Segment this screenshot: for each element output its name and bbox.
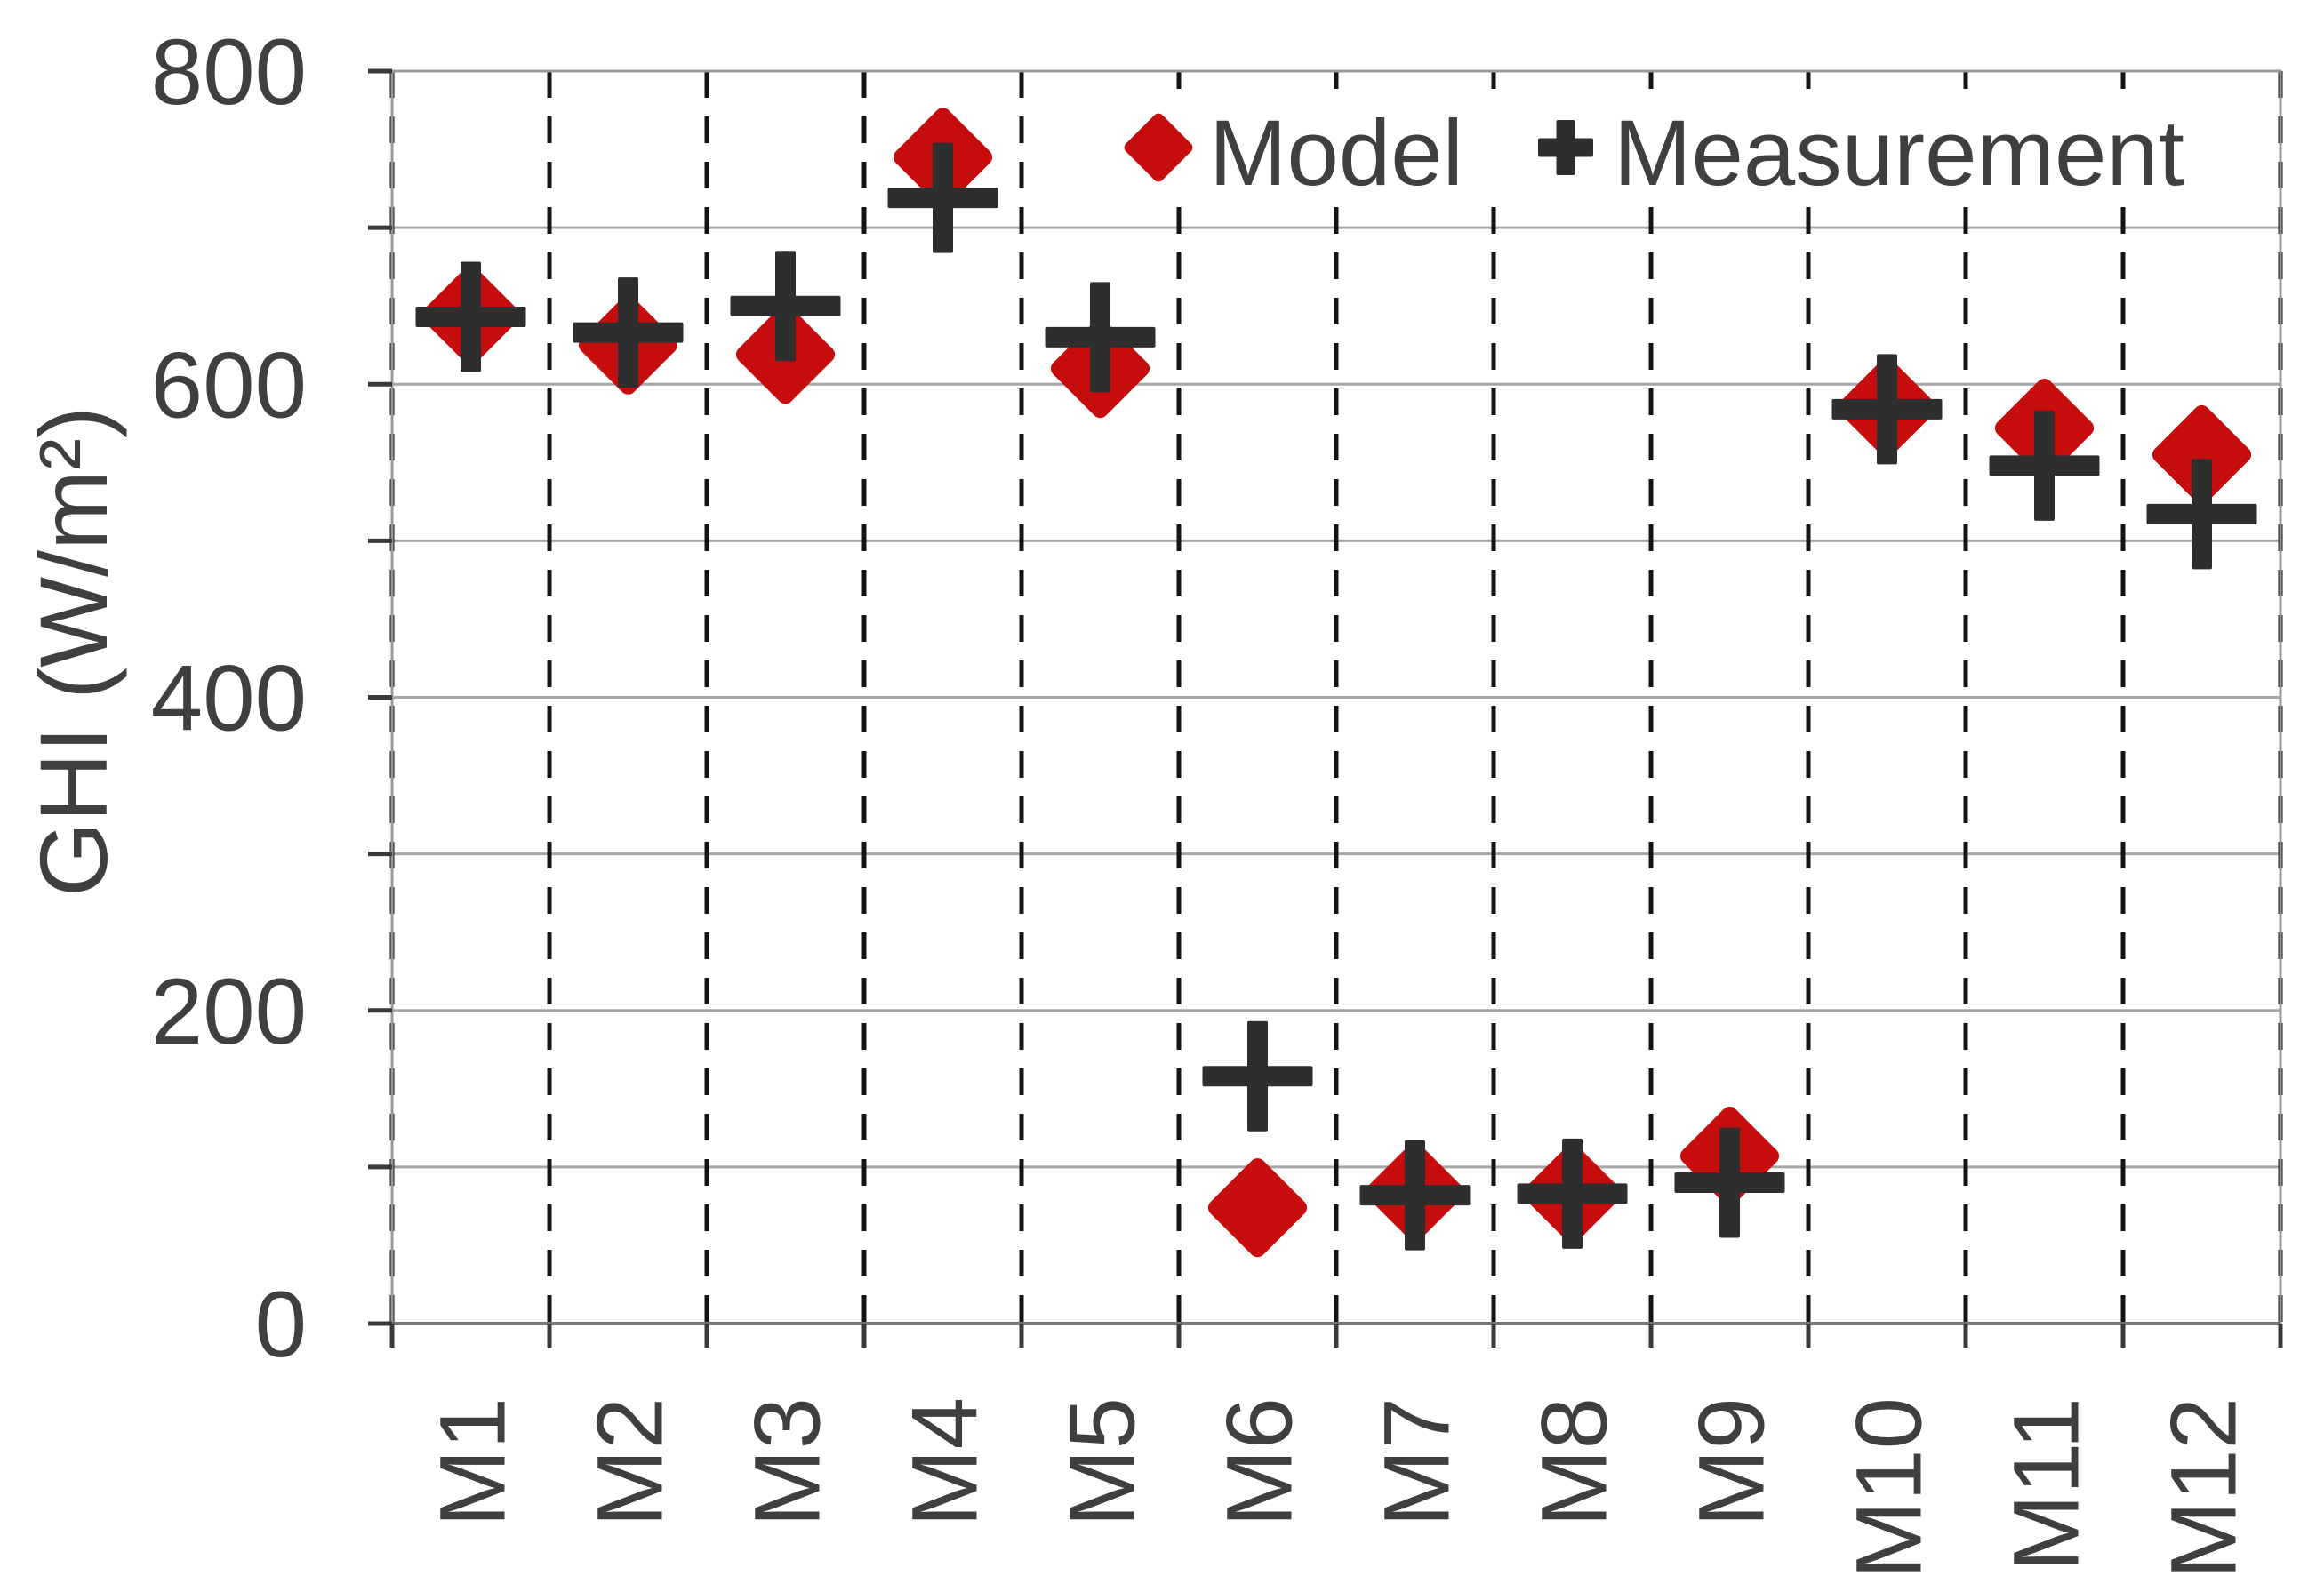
x-category-label: M4 <box>894 1397 998 1527</box>
model-marker-M12 <box>2152 404 2252 505</box>
x-category-label: M5 <box>1051 1397 1155 1527</box>
y-tick-label: 200 <box>151 960 307 1064</box>
measurement-marker-M3 <box>775 251 796 362</box>
x-category-label: M11 <box>1995 1397 2099 1572</box>
x-category-label: M12 <box>2152 1397 2256 1579</box>
y-tick-label: 0 <box>255 1273 307 1377</box>
legend-bg <box>1080 89 2205 206</box>
measurement-marker-M7 <box>1405 1140 1425 1251</box>
legend-model-label: Model <box>1209 101 1463 205</box>
measurement-marker-M2 <box>618 277 638 388</box>
x-category-label: M10 <box>1838 1397 1942 1579</box>
y-tick-label: 800 <box>151 20 307 124</box>
x-category-label: M8 <box>1523 1397 1627 1527</box>
measurement-marker-M6 <box>1247 1020 1268 1132</box>
y-axis-title: GHI (W/m²) <box>20 406 127 897</box>
y-tick-label: 400 <box>151 647 307 751</box>
x-category-label: M9 <box>1680 1397 1784 1527</box>
legend-diamond-icon <box>1124 113 1193 182</box>
measurement-marker-M5 <box>1090 282 1110 393</box>
measurement-marker-M4 <box>933 142 953 253</box>
x-category-label: M3 <box>736 1397 840 1527</box>
legend-measurement-label: Measurement <box>1614 101 2184 205</box>
measurement-marker-M12 <box>2192 459 2212 570</box>
x-category-label: M2 <box>579 1397 683 1527</box>
x-category-label: M6 <box>1208 1397 1312 1527</box>
legend-plus-icon <box>1556 120 1575 175</box>
x-category-label: M1 <box>421 1397 525 1527</box>
model-marker-M6 <box>1207 1158 1308 1258</box>
measurement-marker-M11 <box>2034 410 2055 521</box>
y-tick-label: 600 <box>151 333 307 437</box>
measurement-marker-M9 <box>1719 1127 1740 1238</box>
measurement-marker-M10 <box>1877 354 1897 465</box>
measurement-marker-M1 <box>461 261 481 372</box>
measurement-marker-M8 <box>1562 1138 1583 1249</box>
x-category-label: M7 <box>1366 1397 1470 1527</box>
